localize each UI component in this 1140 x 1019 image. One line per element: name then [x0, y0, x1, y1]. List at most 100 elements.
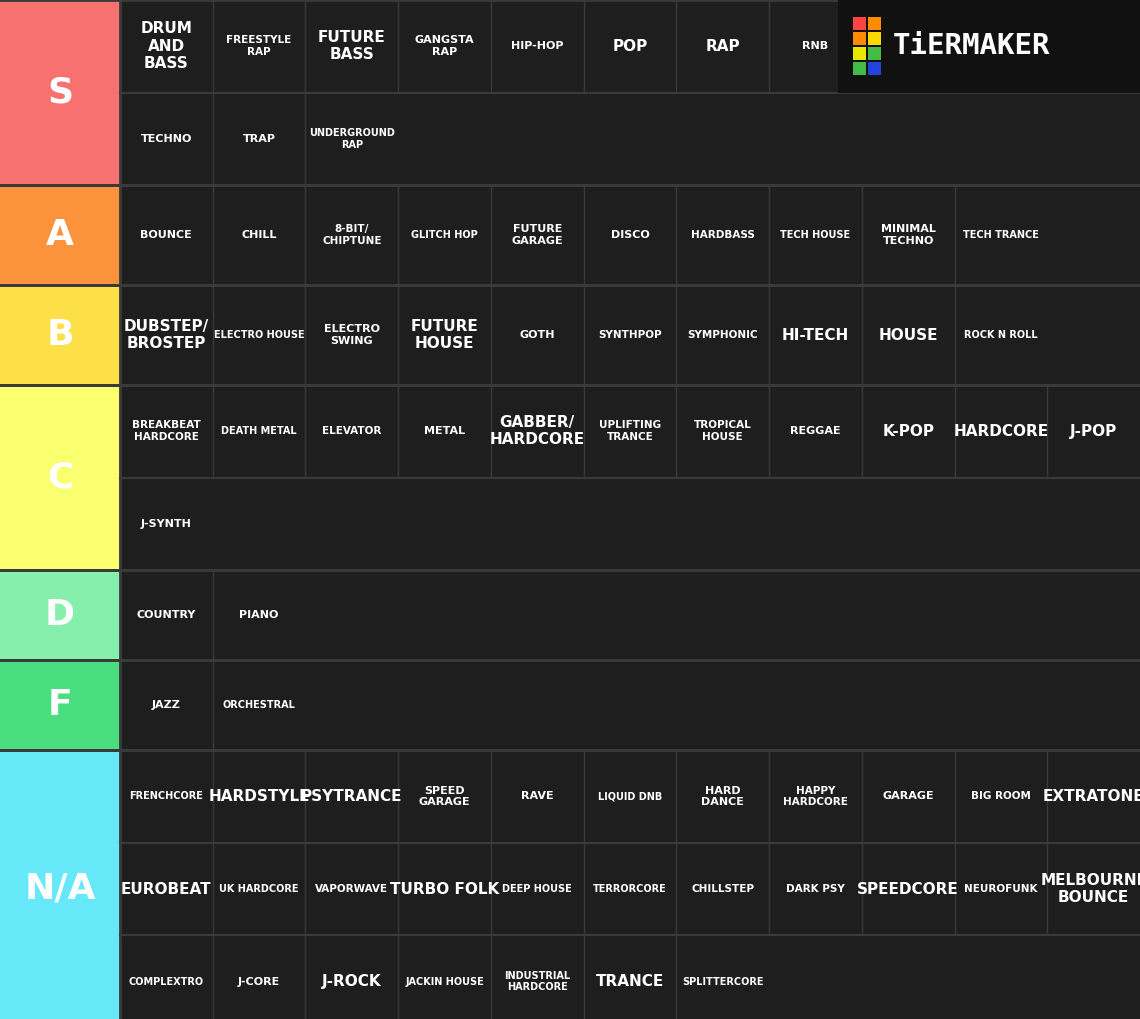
- Text: FRENCHCORE: FRENCHCORE: [130, 792, 203, 801]
- Text: GLITCH HOP: GLITCH HOP: [412, 230, 478, 240]
- Text: FUTURE
BASS: FUTURE BASS: [318, 30, 385, 62]
- Text: UPLIFTING
TRANCE: UPLIFTING TRANCE: [598, 421, 661, 442]
- Text: TERRORCORE: TERRORCORE: [593, 884, 667, 894]
- Text: VAPORWAVE: VAPORWAVE: [316, 884, 389, 894]
- Bar: [120, 0, 1140, 185]
- Text: MINIMAL
TECHNO: MINIMAL TECHNO: [881, 224, 936, 246]
- Text: PIANO: PIANO: [239, 610, 279, 620]
- Text: B: B: [47, 318, 74, 352]
- Text: MELBOURNE
BOUNCE: MELBOURNE BOUNCE: [1040, 873, 1140, 905]
- Text: HARDCORE: HARDCORE: [953, 424, 1049, 439]
- Bar: [0, 570, 120, 660]
- Text: HAPPY
HARDCORE: HAPPY HARDCORE: [783, 786, 848, 807]
- Bar: [0, 750, 120, 1019]
- Text: C: C: [47, 461, 73, 494]
- Text: TiERMAKER: TiERMAKER: [893, 33, 1050, 60]
- Text: POP: POP: [612, 39, 648, 54]
- Text: ROCK N ROLL: ROCK N ROLL: [964, 330, 1037, 340]
- Text: FUTURE
GARAGE: FUTURE GARAGE: [512, 224, 563, 246]
- Text: GARAGE: GARAGE: [882, 792, 934, 801]
- Text: RAP: RAP: [706, 39, 740, 54]
- Text: RNB: RNB: [803, 41, 829, 51]
- Text: HARD
DANCE: HARD DANCE: [701, 786, 744, 807]
- Text: D: D: [44, 598, 75, 632]
- Text: F: F: [48, 688, 72, 722]
- Text: TRAP: TRAP: [243, 133, 276, 144]
- Text: TROPICAL
HOUSE: TROPICAL HOUSE: [694, 421, 751, 442]
- Text: TECHNO: TECHNO: [140, 133, 192, 144]
- Bar: [120, 570, 1140, 660]
- Bar: [853, 17, 866, 31]
- Text: J-SYNTH: J-SYNTH: [141, 519, 192, 529]
- Bar: [0, 385, 120, 570]
- Text: TECH TRANCE: TECH TRANCE: [963, 230, 1039, 240]
- Bar: [853, 47, 866, 60]
- Bar: [120, 660, 1140, 750]
- Text: JAZZ: JAZZ: [152, 700, 181, 710]
- Text: A: A: [46, 218, 74, 252]
- Text: HARDBASS: HARDBASS: [691, 230, 755, 240]
- Text: J-POP: J-POP: [1070, 424, 1117, 439]
- Bar: [838, 0, 1140, 93]
- Text: SPLITTERCORE: SPLITTERCORE: [682, 976, 764, 986]
- Text: J-ROCK: J-ROCK: [321, 974, 382, 989]
- Text: DARK PSY: DARK PSY: [787, 884, 845, 894]
- Bar: [868, 62, 881, 75]
- Text: BOUNCE: BOUNCE: [140, 230, 193, 240]
- Text: FREESTYLE
RAP: FREESTYLE RAP: [227, 36, 292, 57]
- Bar: [0, 185, 120, 285]
- Text: 8-BIT/
CHIPTUNE: 8-BIT/ CHIPTUNE: [323, 224, 382, 246]
- Text: TRANCE: TRANCE: [596, 974, 665, 989]
- Text: CHILL: CHILL: [242, 230, 277, 240]
- Text: DRUM
AND
BASS: DRUM AND BASS: [140, 21, 193, 71]
- Text: FUTURE
HOUSE: FUTURE HOUSE: [410, 319, 479, 352]
- Bar: [868, 47, 881, 60]
- Bar: [0, 0, 120, 185]
- Text: UK HARDCORE: UK HARDCORE: [219, 884, 299, 894]
- Bar: [0, 285, 120, 385]
- Text: HOUSE: HOUSE: [879, 327, 938, 342]
- Text: SPEEDCORE: SPEEDCORE: [857, 881, 959, 897]
- Text: ELEVATOR: ELEVATOR: [323, 426, 382, 436]
- Text: ORCHESTRAL: ORCHESTRAL: [222, 700, 295, 710]
- Text: HARDSTYLE: HARDSTYLE: [209, 789, 310, 804]
- Text: CHILLSTEP: CHILLSTEP: [691, 884, 755, 894]
- Text: DEEP HOUSE: DEEP HOUSE: [503, 884, 572, 894]
- Text: NEUROFUNK: NEUROFUNK: [964, 884, 1037, 894]
- Text: TECH HOUSE: TECH HOUSE: [781, 230, 850, 240]
- Text: EXTRATONE: EXTRATONE: [1043, 789, 1140, 804]
- Text: BREAKBEAT
HARDCORE: BREAKBEAT HARDCORE: [132, 421, 201, 442]
- Text: N/A: N/A: [24, 872, 96, 906]
- Text: RAVE: RAVE: [521, 792, 554, 801]
- Bar: [120, 285, 1140, 385]
- Text: SYNTHPOP: SYNTHPOP: [598, 330, 662, 340]
- Text: GABBER/
HARDCORE: GABBER/ HARDCORE: [490, 415, 585, 447]
- Text: GOTH: GOTH: [520, 330, 555, 340]
- Text: REGGAE: REGGAE: [790, 426, 841, 436]
- Text: ELECTRO HOUSE: ELECTRO HOUSE: [214, 330, 304, 340]
- Text: S: S: [47, 75, 73, 109]
- Text: UNDERGROUND
RAP: UNDERGROUND RAP: [309, 128, 394, 150]
- Text: HIP-HOP: HIP-HOP: [511, 41, 563, 51]
- Bar: [0, 660, 120, 750]
- Text: INDUSTRIAL
HARDCORE: INDUSTRIAL HARDCORE: [504, 971, 570, 993]
- Text: BIG ROOM: BIG ROOM: [971, 792, 1031, 801]
- Text: GANGSTA
RAP: GANGSTA RAP: [415, 36, 474, 57]
- Bar: [853, 62, 866, 75]
- Bar: [120, 750, 1140, 1019]
- Text: JACKIN HOUSE: JACKIN HOUSE: [405, 976, 483, 986]
- Text: DEATH METAL: DEATH METAL: [221, 426, 296, 436]
- Bar: [868, 17, 881, 31]
- Bar: [120, 185, 1140, 285]
- Text: K-POP: K-POP: [882, 424, 934, 439]
- Text: J-CORE: J-CORE: [238, 976, 280, 986]
- Text: EUROBEAT: EUROBEAT: [121, 881, 212, 897]
- Text: METAL: METAL: [424, 426, 465, 436]
- Text: PSYTRANCE: PSYTRANCE: [301, 789, 402, 804]
- Text: HI-TECH: HI-TECH: [782, 327, 849, 342]
- Text: COUNTRY: COUNTRY: [137, 610, 196, 620]
- Bar: [120, 385, 1140, 570]
- Bar: [868, 33, 881, 45]
- Text: SPEED
GARAGE: SPEED GARAGE: [418, 786, 471, 807]
- Text: DISCO: DISCO: [611, 230, 650, 240]
